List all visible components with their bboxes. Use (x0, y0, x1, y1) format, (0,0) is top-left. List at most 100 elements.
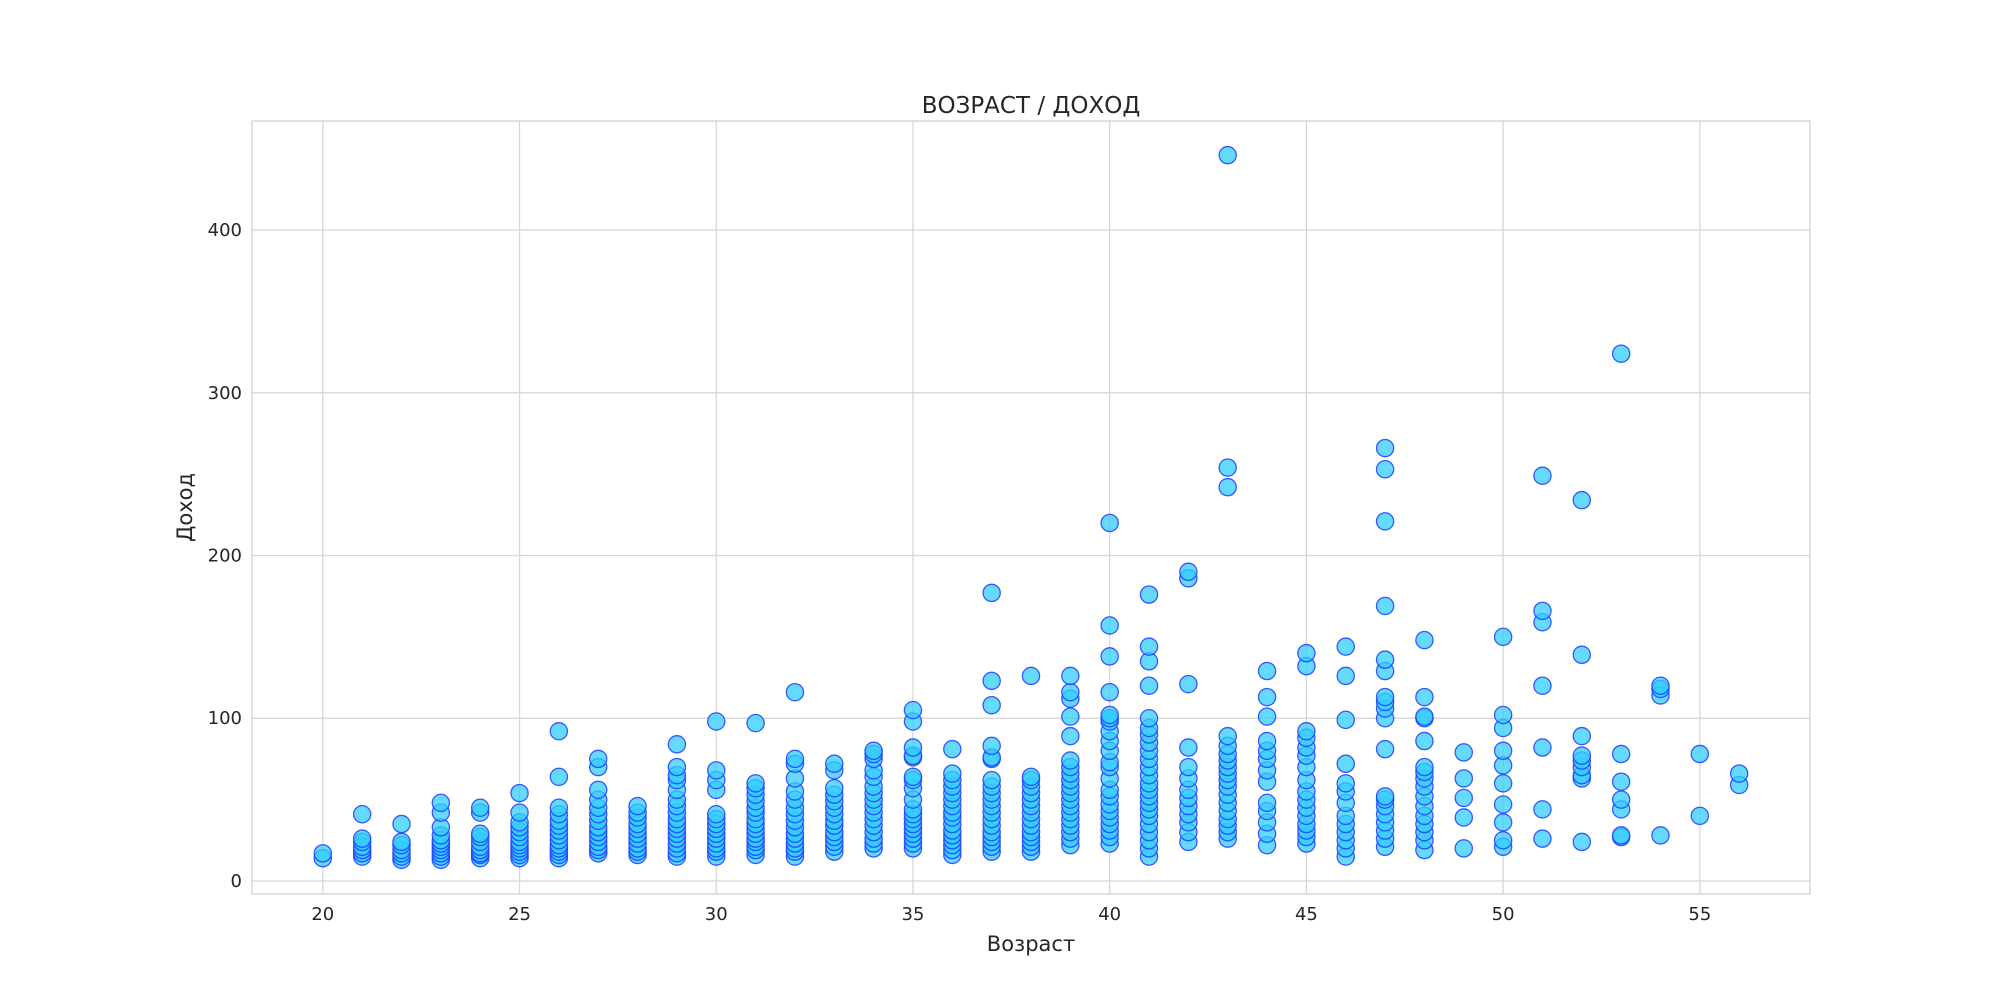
data-point (825, 778, 844, 798)
data-point (1611, 826, 1631, 845)
data-point (1375, 438, 1395, 458)
data-point (1611, 772, 1631, 791)
data-point (352, 829, 372, 848)
data-point (982, 671, 1001, 691)
data-point (1572, 746, 1592, 765)
data-point (470, 798, 490, 817)
data-point (707, 761, 726, 780)
data-point (1493, 705, 1513, 725)
data-point (1100, 682, 1119, 702)
x-tick-label: 50 (1492, 904, 1515, 925)
data-point (510, 803, 529, 822)
y-tick-label: 200 (208, 546, 242, 567)
data-point (1611, 344, 1631, 363)
data-point (667, 735, 687, 754)
x-tick-label: 55 (1688, 904, 1711, 925)
data-point (1336, 666, 1355, 686)
data-point (1179, 738, 1198, 757)
data-point (1179, 757, 1198, 777)
data-point (1493, 831, 1513, 850)
data-point (1454, 769, 1474, 788)
data-point (1100, 616, 1119, 635)
data-point (1533, 601, 1552, 621)
data-point (1375, 787, 1395, 806)
data-point (982, 770, 1001, 790)
data-point (1100, 647, 1119, 666)
data-point (1021, 767, 1041, 787)
data-point (1139, 585, 1159, 604)
data-point (1375, 460, 1395, 479)
data-point (392, 832, 411, 852)
y-tick-label: 400 (208, 220, 242, 241)
data-point (588, 749, 608, 769)
data-point (1061, 666, 1080, 686)
data-point (1336, 774, 1355, 793)
data-point (1454, 788, 1474, 808)
data-point (1572, 832, 1592, 852)
data-point (1533, 466, 1552, 486)
data-point (1415, 707, 1434, 726)
x-tick-label: 25 (508, 904, 531, 925)
grid-lines (252, 121, 1810, 894)
x-axis-title: Возраст (987, 932, 1075, 956)
y-tick-label: 0 (231, 871, 242, 892)
data-point (1100, 705, 1119, 725)
data-point (1690, 744, 1710, 764)
data-point (1415, 731, 1434, 751)
data-point (1415, 687, 1434, 707)
data-point (1454, 808, 1474, 827)
data-point (825, 754, 844, 774)
data-point (1533, 676, 1552, 695)
data-point (1218, 145, 1237, 165)
data-point (1493, 741, 1513, 761)
data-point (1375, 512, 1395, 531)
data-point (746, 713, 765, 733)
data-point (982, 695, 1001, 715)
data-point (1179, 562, 1198, 582)
data-point (1493, 627, 1513, 647)
data-point (1611, 744, 1631, 764)
y-tick-label: 300 (208, 383, 242, 404)
data-point (1690, 806, 1710, 826)
data-point (785, 749, 805, 769)
x-tick-label: 30 (705, 904, 728, 925)
data-point (1061, 682, 1080, 702)
y-tick-label: 100 (208, 708, 242, 729)
data-point (667, 757, 687, 777)
data-point (1415, 630, 1434, 650)
data-point (510, 783, 529, 803)
data-point (1533, 800, 1552, 819)
data-point (1061, 707, 1080, 726)
data-point (1336, 754, 1355, 774)
data-point (1375, 687, 1395, 707)
data-point (1651, 676, 1670, 695)
data-point (549, 767, 569, 787)
data-points (313, 145, 1749, 870)
data-point (903, 700, 923, 720)
data-point (864, 741, 883, 761)
x-tick-label: 20 (311, 904, 334, 925)
data-point (746, 774, 765, 793)
data-point (1729, 764, 1749, 783)
data-point (943, 764, 962, 783)
data-point (1533, 738, 1552, 757)
data-point (903, 767, 923, 787)
data-point (1100, 513, 1119, 533)
data-point (1139, 708, 1159, 728)
data-point (1493, 774, 1513, 793)
data-point (1257, 687, 1277, 707)
data-point (1454, 743, 1474, 762)
x-tick-label: 45 (1295, 904, 1318, 925)
data-point (1257, 731, 1277, 751)
data-point (707, 712, 726, 731)
data-point (1336, 637, 1355, 656)
data-point (1375, 596, 1395, 616)
data-point (313, 844, 333, 863)
data-point (1375, 650, 1395, 669)
data-point (1218, 726, 1237, 746)
data-point (1611, 790, 1631, 809)
data-point (1021, 666, 1041, 686)
data-point (1218, 477, 1237, 497)
x-tick-label: 40 (1098, 904, 1121, 925)
